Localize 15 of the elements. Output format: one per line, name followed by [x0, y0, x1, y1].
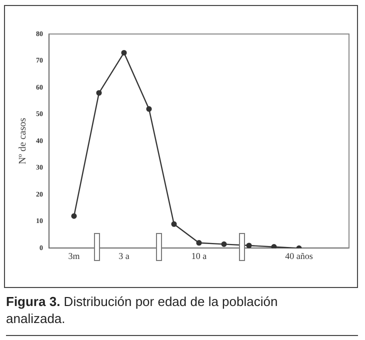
- point: [96, 90, 102, 96]
- point: [246, 242, 252, 248]
- point: [221, 241, 227, 247]
- x-tick-label: 3 a: [118, 250, 130, 261]
- point: [171, 221, 177, 227]
- text: Figura 3. Distribución por edad de la población analizada.: [6, 293, 279, 327]
- point: [71, 213, 77, 219]
- x-tick-label: 3m: [68, 250, 80, 261]
- point: [271, 244, 277, 248]
- point: [196, 240, 202, 246]
- x-tick-label: 10 a: [191, 250, 207, 261]
- x-tick-label: 40 años: [285, 250, 314, 261]
- point: [146, 106, 152, 112]
- point: [121, 50, 127, 56]
- y-axis-title: Nº de casos: [18, 118, 29, 164]
